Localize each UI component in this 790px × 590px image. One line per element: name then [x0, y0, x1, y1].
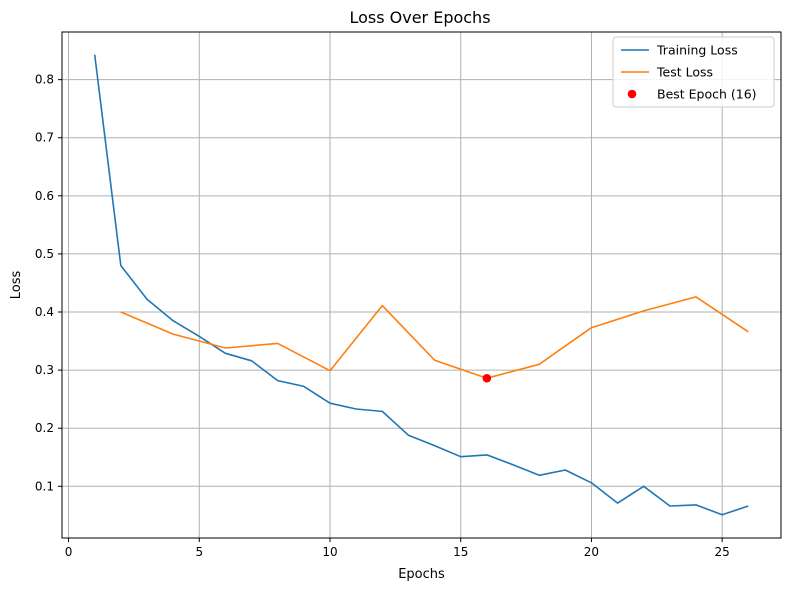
x-tick-label: 10: [322, 545, 337, 559]
marker-points: [482, 373, 492, 383]
x-tick-label: 25: [715, 545, 730, 559]
y-tick-label: 0.1: [35, 479, 54, 493]
x-axis-ticks: 0 5 10 15 20 25: [65, 538, 730, 559]
x-tick-label: 0: [65, 545, 73, 559]
y-tick-label: 0.5: [35, 247, 54, 261]
x-tick-label: 20: [584, 545, 599, 559]
y-tick-label: 0.6: [35, 189, 54, 203]
legend-box: [612, 36, 775, 108]
legend: Training Loss Test Loss Best Epoch (16): [612, 36, 775, 108]
y-tick-label: 0.2: [35, 421, 54, 435]
series-line-training-loss: [93, 54, 749, 516]
series-line-test-loss: [120, 296, 749, 380]
x-axis-label: Epochs: [398, 567, 445, 582]
legend-label: Test Loss: [656, 65, 713, 80]
grid-lines: [62, 32, 781, 538]
y-tick-label: 0.8: [35, 73, 54, 87]
legend-swatch: [627, 89, 637, 99]
series-lines: [93, 54, 749, 516]
legend-label: Training Loss: [656, 43, 738, 58]
x-tick-label: 5: [195, 545, 203, 559]
chart-title: Loss Over Epochs: [349, 8, 490, 27]
plot-frame: [61, 31, 782, 539]
x-tick-label: 15: [453, 545, 468, 559]
y-tick-label: 0.7: [35, 131, 54, 145]
y-tick-label: 0.4: [35, 305, 54, 319]
y-axis-ticks: 0.1 0.2 0.3 0.4 0.5 0.6 0.7 0.8: [35, 73, 62, 493]
best-epoch-point: [482, 373, 492, 383]
y-axis-label: Loss: [9, 271, 24, 300]
legend-label: Best Epoch (16): [657, 87, 757, 102]
y-tick-label: 0.3: [35, 363, 54, 377]
